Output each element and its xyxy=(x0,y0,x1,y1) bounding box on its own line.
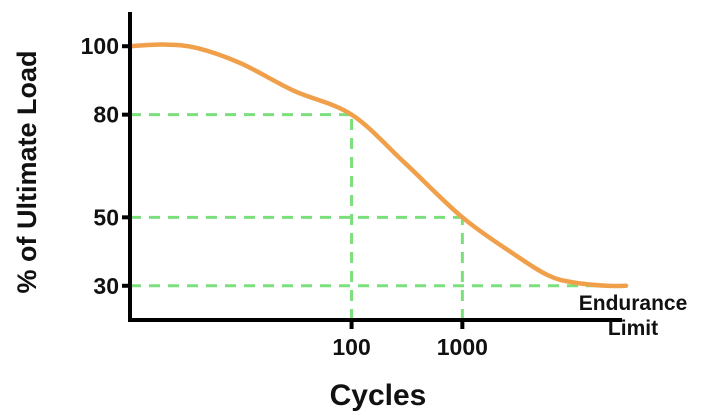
annotation-line-0: Endurance xyxy=(579,292,688,315)
y-tick-label-100: 100 xyxy=(81,33,119,59)
labels-layer: Cycles % of Ultimate Load xyxy=(12,50,426,412)
x-axis-title: Cycles xyxy=(330,379,427,412)
y-axis-title: % of Ultimate Load xyxy=(12,50,42,293)
axes-layer xyxy=(128,12,622,322)
reference-lines-layer xyxy=(130,113,626,320)
ticks-layer: 100 80 50 30 100 1000 xyxy=(81,33,488,360)
x-tick-label-100: 100 xyxy=(332,334,370,360)
annotation-line-1: Limit xyxy=(608,317,658,340)
x-tick-label-1000: 1000 xyxy=(437,334,488,360)
y-tick-label-50: 50 xyxy=(93,204,119,230)
series-layer xyxy=(127,42,629,289)
annotation-layer: Endurance Limit xyxy=(579,292,688,340)
y-tick-label-30: 30 xyxy=(93,273,119,299)
endurance-limit-annotation: Endurance Limit xyxy=(579,292,688,340)
series-line-0 xyxy=(127,42,629,289)
y-tick-label-80: 80 xyxy=(93,102,119,128)
